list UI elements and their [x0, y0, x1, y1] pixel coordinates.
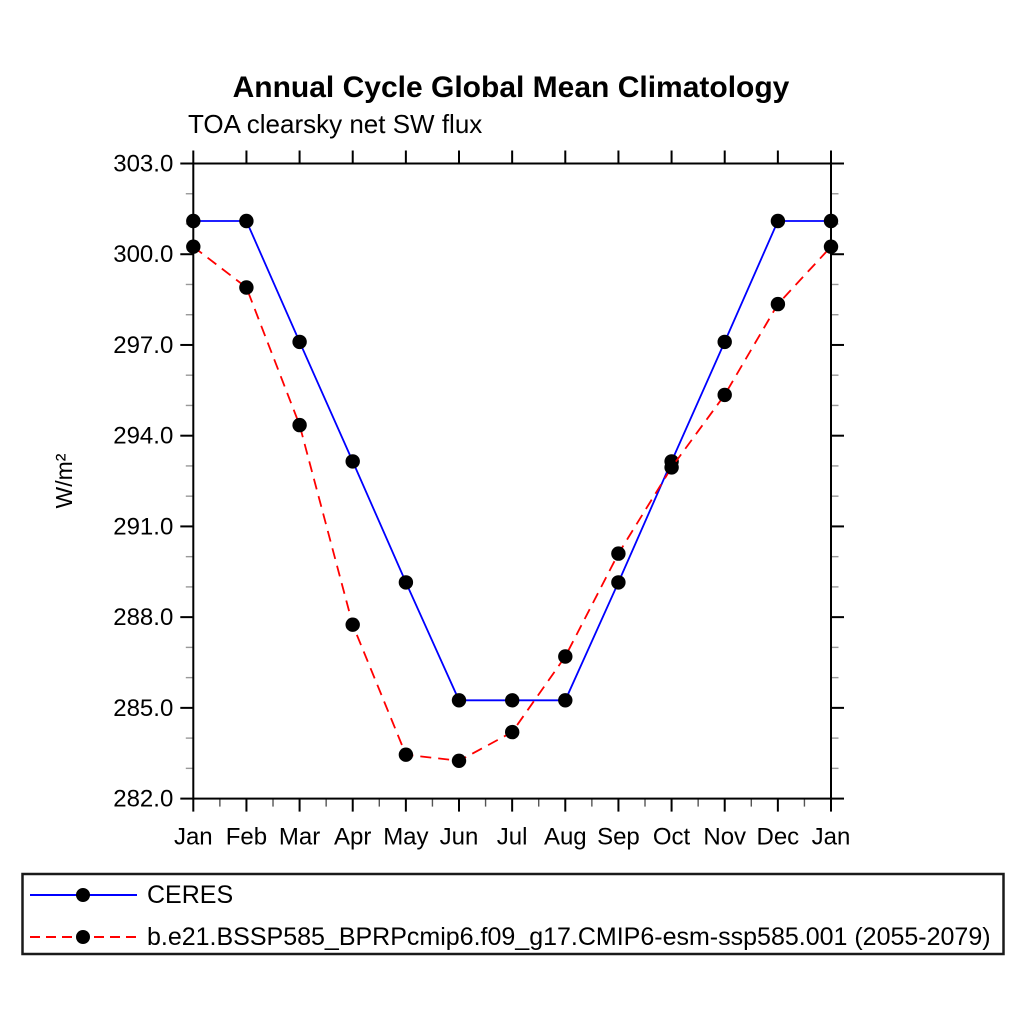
data-point-marker [770, 296, 786, 312]
data-point-marker [717, 334, 732, 350]
x-tick-label: Jan [812, 824, 851, 851]
series-model [186, 239, 839, 768]
x-tick-label: Oct [653, 824, 691, 851]
legend-label-model: b.e21.BSSP585_BPRPcmip6.f09_g17.CMIP6-es… [147, 923, 991, 951]
series-line-model [192, 245, 832, 762]
data-point-marker [823, 213, 839, 229]
data-point-marker [398, 747, 414, 762]
data-point-marker [770, 213, 786, 229]
data-point-marker [823, 239, 839, 254]
y-tick-label: 294.0 [113, 423, 173, 450]
legend-entry-model: b.e21.BSSP585_BPRPcmip6.f09_g17.CMIP6-es… [30, 923, 991, 951]
y-tick-label: 285.0 [113, 695, 173, 722]
axes: 282.0 285.0 288.0 291.0 294.0 297.0 300.0 303.0… [113, 150, 851, 851]
data-point-marker [345, 617, 360, 632]
data-point-marker [345, 454, 360, 469]
legend-entry-ceres: CERES [30, 881, 233, 909]
legend-box [21, 872, 1005, 956]
x-tick-label: Feb [226, 824, 267, 851]
data-point-marker [611, 546, 626, 561]
x-tick-label: Jun [440, 824, 479, 851]
data-point-marker [186, 213, 201, 229]
y-tick-label: 300.0 [113, 241, 173, 268]
legend-marker-model [76, 930, 90, 944]
data-point-marker [398, 575, 414, 590]
x-tick-label: May [383, 824, 428, 851]
y-tick-label: 288.0 [113, 604, 173, 631]
legend: CERES b.e21.BSSP585_BPRPcmip6.f09_g17.CM… [21, 872, 1005, 956]
data-point-marker [717, 387, 732, 403]
y-tick-label: 297.0 [113, 332, 173, 359]
data-point-marker [292, 417, 307, 433]
plot-frame [192, 162, 833, 800]
x-tick-label: Jul [497, 824, 528, 851]
legend-marker-ceres [76, 888, 90, 902]
data-point-marker [239, 280, 254, 295]
legend-label-ceres: CERES [147, 881, 233, 909]
x-tick-label: Nov [703, 824, 746, 851]
x-tick-label: Apr [334, 824, 371, 851]
x-tick-label: Aug [544, 824, 587, 851]
data-point-marker [292, 334, 307, 350]
series-line-ceres [193, 220, 831, 702]
x-tick-label: Jan [174, 824, 213, 851]
y-tick-label: 282.0 [113, 786, 173, 813]
data-point-marker [505, 693, 520, 708]
series-ceres [186, 213, 839, 708]
data-point-marker [558, 649, 573, 664]
data-point-marker [611, 575, 626, 590]
data-point-marker [186, 239, 201, 254]
data-point-marker [239, 213, 254, 229]
y-tick-label: 291.0 [113, 513, 173, 540]
chart-subtitle: TOA clearsky net SW flux [188, 109, 482, 139]
data-point-marker [451, 693, 467, 708]
chart-title: Annual Cycle Global Mean Climatology [233, 71, 790, 104]
x-tick-label: Mar [279, 824, 320, 851]
x-tick-label: Dec [757, 824, 800, 851]
series-layer [186, 213, 839, 768]
x-tick-label: Sep [597, 824, 640, 851]
y-axis-label: W/m² [51, 453, 77, 508]
data-point-marker [664, 460, 679, 475]
y-tick-label: 303.0 [113, 151, 173, 178]
data-point-marker [451, 753, 467, 768]
data-point-marker [505, 724, 520, 740]
data-point-marker [558, 693, 573, 708]
